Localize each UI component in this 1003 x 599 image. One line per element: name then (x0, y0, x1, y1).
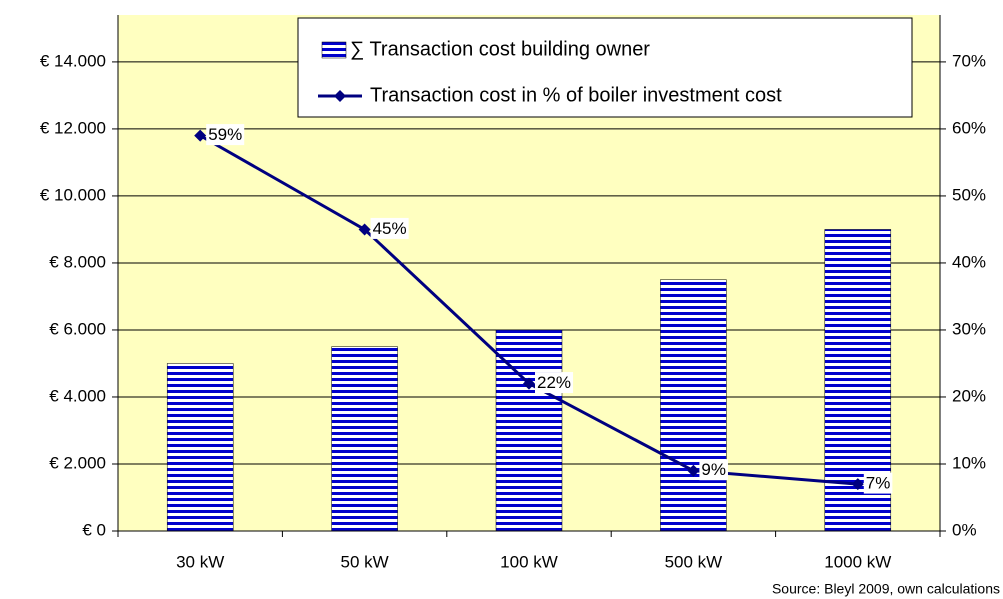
data-label: 59% (208, 125, 242, 144)
legend-label: ∑ Transaction cost building owner (350, 38, 650, 60)
y2-tick-label: 50% (952, 185, 986, 204)
x-tick-label: 100 kW (500, 552, 558, 571)
data-label-bg (699, 459, 728, 481)
bar (331, 346, 398, 532)
y2-tick-label: 0% (952, 520, 977, 539)
y-tick-label: € 12.000 (40, 118, 106, 137)
data-label: 9% (701, 460, 726, 479)
data-label: 45% (373, 219, 407, 238)
x-tick-label: 30 kW (176, 552, 224, 571)
legend-box (297, 17, 913, 118)
line-marker (687, 464, 700, 477)
legend-marker (334, 90, 346, 102)
y-tick-label: € 14.000 (40, 51, 106, 70)
y-tick-label: € 4.000 (49, 386, 106, 405)
data-label-bg (206, 124, 245, 146)
y-tick-label: € 8.000 (49, 252, 106, 271)
y-tick-label: € 0 (82, 520, 106, 539)
y2-tick-label: 30% (952, 319, 986, 338)
y2-tick-label: 70% (952, 51, 986, 70)
data-label-bg (535, 372, 574, 394)
line-marker (851, 478, 864, 491)
data-label-bg (863, 472, 893, 494)
bar (166, 363, 234, 532)
bar (660, 279, 727, 532)
data-label: 7% (866, 474, 891, 493)
y2-tick-label: 60% (952, 118, 986, 137)
y2-tick-label: 20% (952, 386, 986, 405)
x-tick-label: 500 kW (665, 552, 723, 571)
legend-swatch (321, 41, 347, 59)
data-label-bg (370, 217, 409, 239)
y-tick-label: € 2.000 (49, 453, 106, 472)
source-note: Source: Bleyl 2009, own calculations (772, 581, 1000, 597)
line-marker (523, 377, 535, 390)
x-tick-label: 50 kW (341, 552, 389, 571)
legend: ∑ Transaction cost building owner Transac… (297, 17, 913, 118)
line-marker (194, 129, 207, 142)
y2-tick-label: 40% (952, 252, 986, 271)
legend-label: Transaction cost in % of boiler investme… (370, 84, 782, 106)
y-tick-label: € 6.000 (49, 319, 106, 338)
x-tick-label: 1000 kW (824, 552, 891, 571)
y-tick-label: € 10.000 (40, 185, 106, 204)
y2-tick-label: 10% (952, 453, 986, 472)
data-label: 22% (537, 373, 571, 392)
line-marker (358, 223, 371, 236)
